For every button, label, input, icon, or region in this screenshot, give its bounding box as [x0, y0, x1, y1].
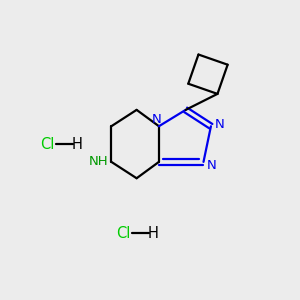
- Text: N: N: [152, 113, 161, 126]
- Text: N: N: [214, 118, 224, 131]
- Text: H: H: [148, 226, 158, 241]
- Text: Cl: Cl: [116, 226, 130, 241]
- Text: N: N: [207, 159, 217, 172]
- Text: Cl: Cl: [40, 136, 55, 152]
- Text: NH: NH: [89, 155, 109, 168]
- Text: H: H: [72, 136, 83, 152]
